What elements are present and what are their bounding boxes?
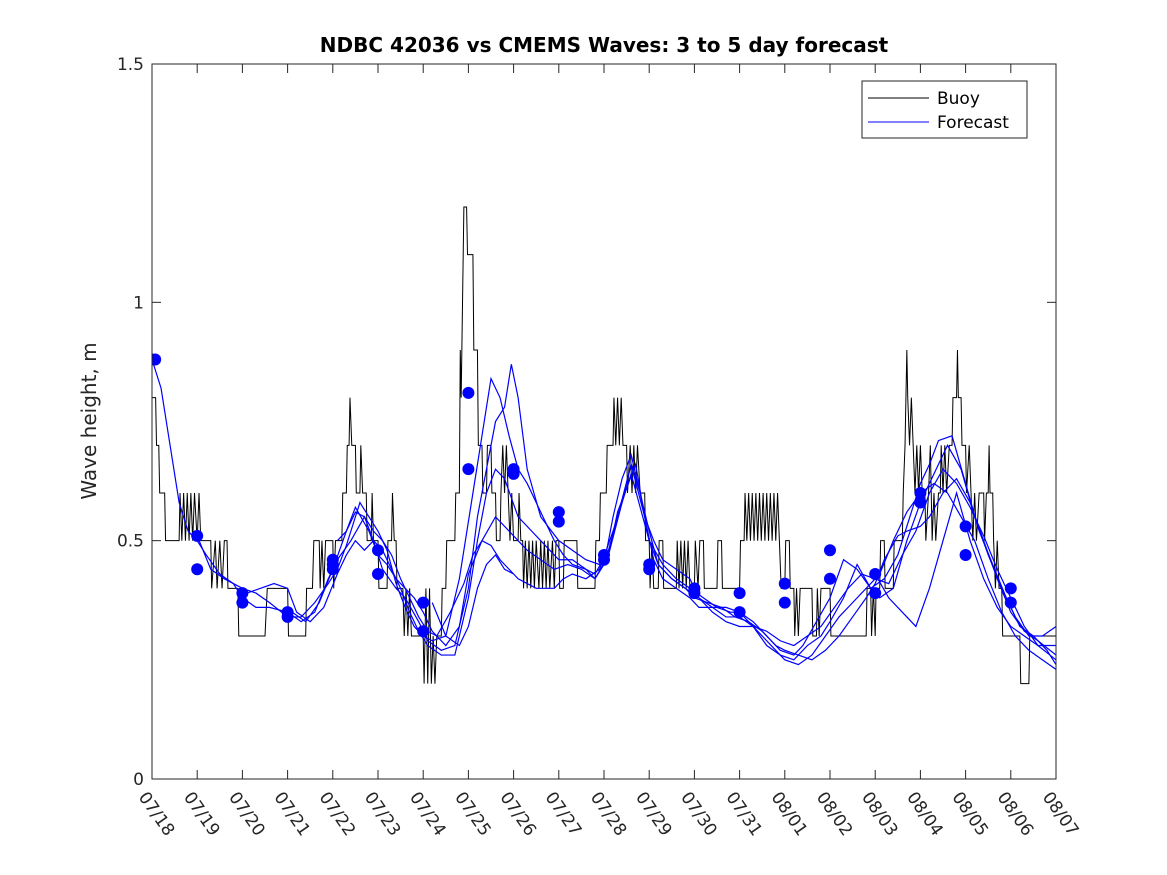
forecast-marker [236,596,249,609]
forecast-marker [869,587,882,600]
forecast-marker [462,463,475,476]
y-tick-label: 1.5 [117,55,144,75]
y-tick-label: 0.5 [117,532,144,552]
forecast-marker [417,596,430,609]
forecast-marker [507,467,520,480]
legend: Buoy Forecast [861,80,1028,139]
forecast-marker [152,353,162,366]
forecast-marker [688,587,701,600]
forecast-marker [914,487,927,499]
forecast-marker [191,563,204,576]
chart-title: NDBC 42036 vs CMEMS Waves: 3 to 5 day fo… [320,33,889,57]
forecast-marker [372,544,384,557]
forecast-marker [824,544,836,557]
forecast-marker [778,596,791,609]
forecast-marker [1004,596,1017,609]
forecast-marker [236,587,249,600]
forecast-marker [869,568,882,581]
forecast-marker [326,563,339,576]
forecast-marker [372,568,384,581]
forecast-series-line-4 [336,468,1056,661]
forecast-series-line-5 [431,553,514,647]
forecast-marker [552,515,565,528]
forecast-marker [598,553,610,566]
legend-forecast-label: Forecast [937,113,1009,133]
forecast-marker [281,610,294,623]
forecast-marker [552,506,565,519]
forecast-marker [191,529,204,542]
forecast-marker [959,520,972,533]
forecast-marker [824,572,836,585]
forecast-series-line-6 [874,490,1056,647]
forecast-marker [462,386,475,399]
forecast-marker [417,625,430,638]
forecast-marker [643,563,656,576]
legend-box [861,80,1028,139]
forecast-marker [733,606,746,619]
forecast-series-line-1 [196,364,1056,665]
y-tick-label: 1 [133,293,144,313]
forecast-marker [733,587,746,600]
data-layer [152,206,1056,685]
y-axis-label: Wave height, m [77,342,101,499]
forecast-marker [778,577,791,590]
forecast-marker [1004,582,1017,595]
buoy-series-line [152,206,1056,685]
forecast-marker [914,496,927,509]
forecast-marker [959,548,972,561]
y-tick-label: 0 [133,770,144,790]
legend-buoy-label: Buoy [937,89,980,109]
